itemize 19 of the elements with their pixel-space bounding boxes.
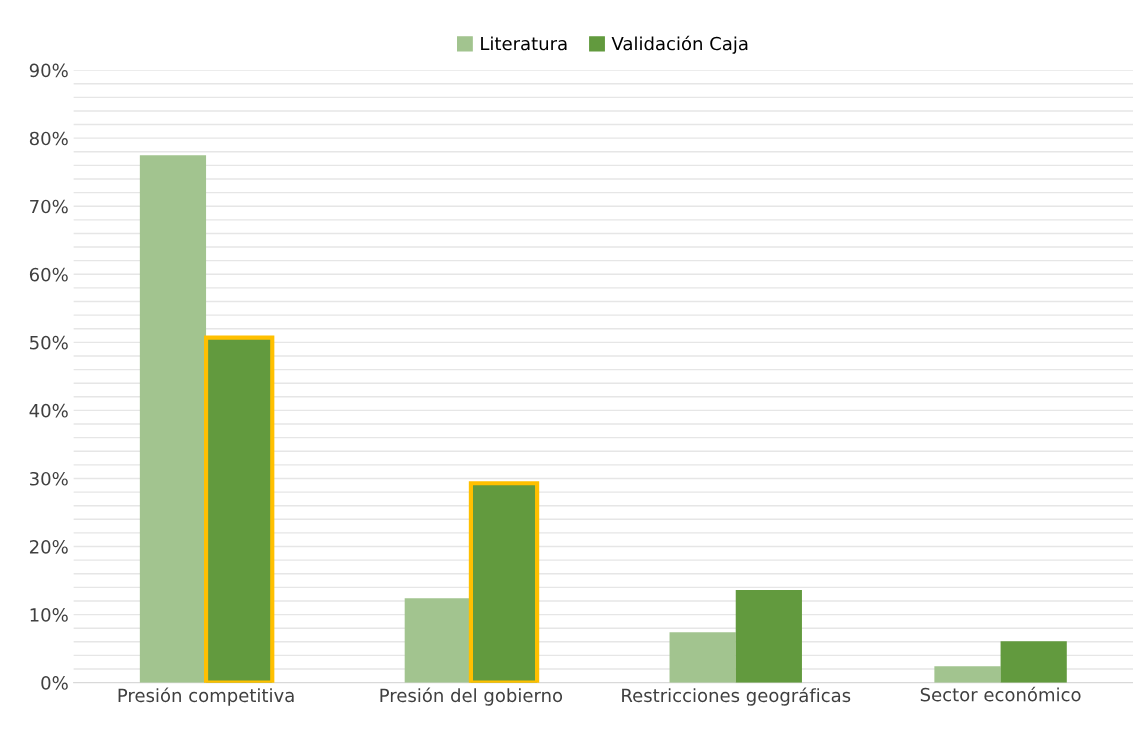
y-tick-label: 90% (29, 63, 68, 78)
y-tick-label: 70% (30, 199, 68, 214)
y-tick-label: 60% (29, 267, 68, 282)
bar (934, 666, 1001, 683)
y-tick-label: 0% (41, 676, 68, 690)
x-tick-label: Sector económico (920, 686, 1081, 702)
y-tick-label: 20% (29, 539, 68, 554)
x-tick-label: Presión del gobierno (380, 687, 563, 706)
y-tick-label: 40% (29, 403, 68, 418)
x-tick-label: Presión competitiva (118, 687, 294, 706)
y-tick-label: 50% (30, 335, 68, 350)
bar (669, 632, 736, 683)
bar (404, 598, 471, 683)
x-tick-label: Restricciones geográficas (622, 687, 851, 706)
y-tick-label: 30% (30, 471, 68, 486)
legend-label: Literatura (481, 36, 567, 51)
y-tick-label: 10% (30, 608, 68, 622)
legend-label: Validación Caja (611, 35, 748, 54)
y-tick-label: 80% (29, 131, 68, 146)
